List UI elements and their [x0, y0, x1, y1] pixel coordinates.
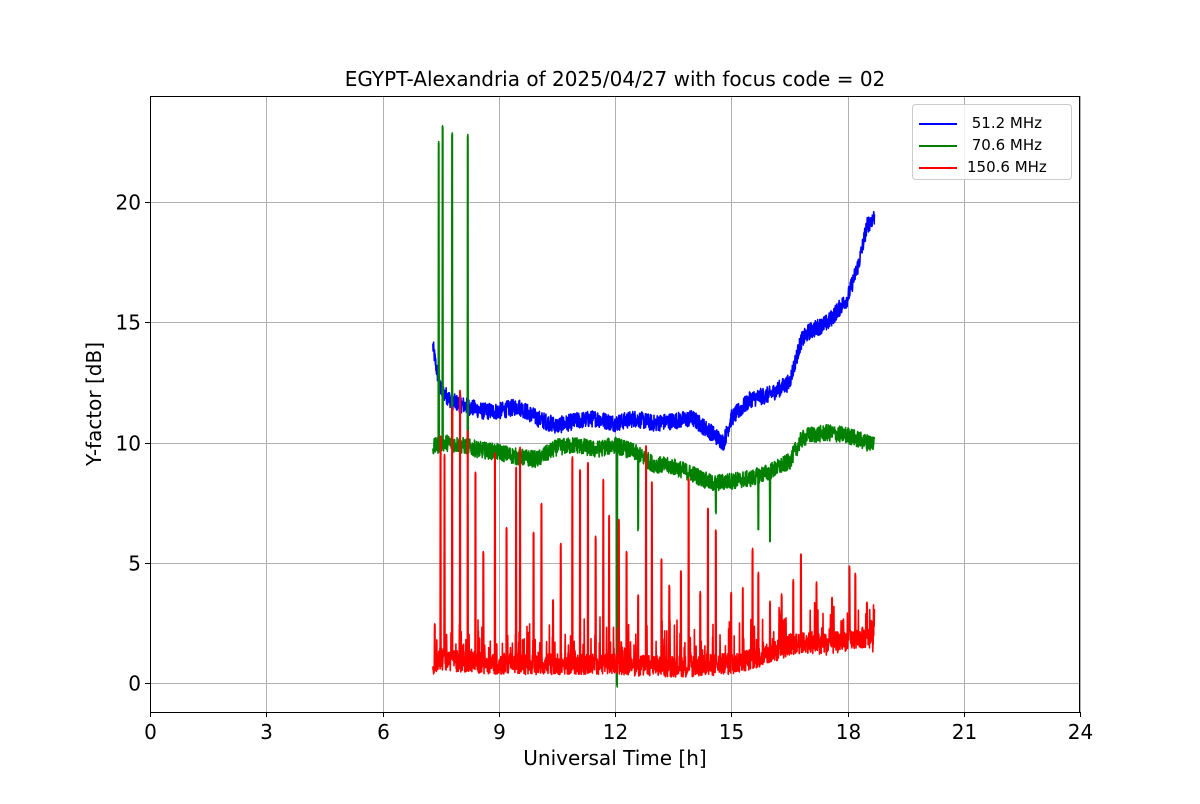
x-tick-label: 15: [719, 720, 744, 744]
y-tick-label: 5: [128, 552, 141, 576]
x-axis-ticks: 0 3 6 9 12 15 18 21 24: [144, 712, 1093, 744]
legend: 51.2 MHz 70.6 MHz 150.6 MHz: [912, 104, 1072, 180]
legend-line-150-6: [919, 167, 957, 169]
x-tick-label: 18: [836, 720, 861, 744]
y-axis-label: Y-factor [dB]: [82, 341, 106, 467]
x-tick-label: 9: [493, 720, 506, 744]
legend-line-51-2: [919, 123, 957, 125]
plot-lines: [432, 125, 876, 688]
x-tick-label: 6: [377, 720, 390, 744]
legend-label-51-2: 51.2 MHz: [967, 114, 1043, 132]
legend-label-70-6: 70.6 MHz: [967, 136, 1043, 154]
chart-title: EGYPT-Alexandria of 2025/04/27 with focu…: [344, 67, 886, 91]
y-axis-ticks: 0 5 10 15 20: [116, 191, 150, 696]
series-line-51-2-mhz: [432, 210, 876, 451]
legend-line-70-6: [919, 145, 957, 147]
x-tick-label: 24: [1068, 720, 1093, 744]
x-tick-label: 21: [952, 720, 977, 744]
legend-item-51-2: 51.2 MHz: [919, 113, 1069, 133]
y-tick-label: 0: [128, 672, 141, 696]
y-tick-label: 20: [116, 191, 141, 215]
y-tick-label: 10: [116, 432, 141, 456]
x-tick-label: 12: [603, 720, 628, 744]
legend-label-150-6: 150.6 MHz: [967, 158, 1047, 176]
x-axis-label: Universal Time [h]: [523, 746, 707, 770]
series-line-150-6-mhz: [432, 389, 876, 678]
legend-item-70-6: 70.6 MHz: [919, 135, 1069, 155]
legend-item-150-6: 150.6 MHz: [919, 157, 1069, 177]
x-tick-label: 0: [144, 720, 157, 744]
y-tick-label: 15: [116, 311, 141, 335]
grid-lines: [150, 96, 1081, 712]
series-line-70-6-mhz: [432, 125, 876, 688]
x-tick-label: 3: [260, 720, 273, 744]
